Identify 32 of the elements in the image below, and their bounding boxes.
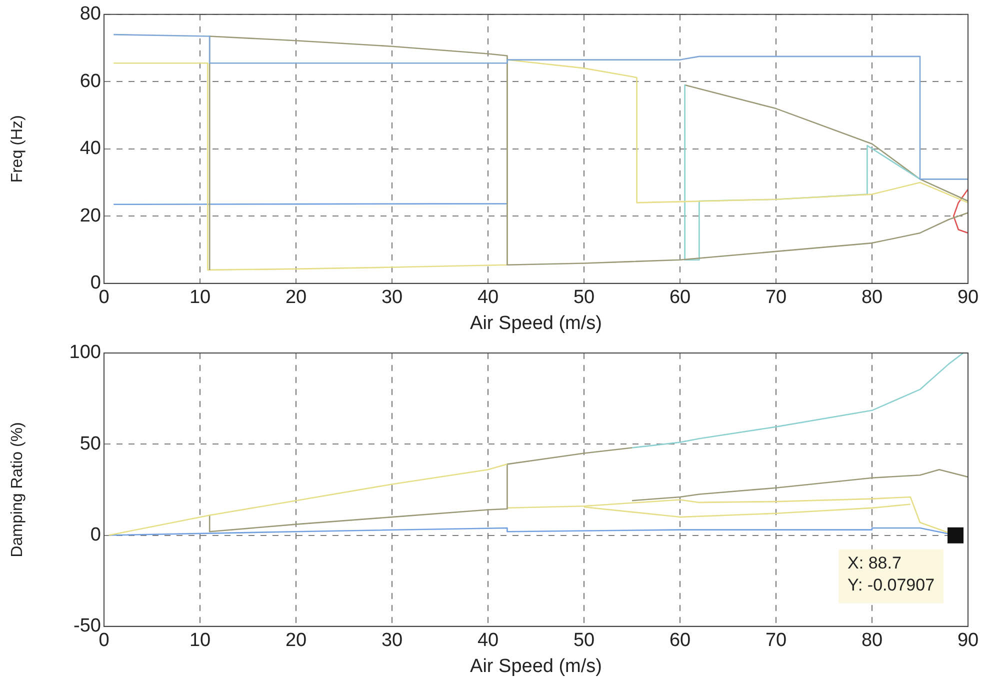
x-tick-label: 30 [381, 630, 403, 652]
y-tick-label: 50 [80, 433, 101, 454]
x-tick-label: 10 [189, 287, 211, 308]
x-tick-label: 30 [381, 287, 403, 308]
x-axis-title: Air Speed (m/s) [470, 312, 602, 334]
annotation: X: 88.7 Y: -0.07907 [848, 554, 935, 595]
y-tick-label: 60 [80, 70, 101, 92]
y-axis-title: Damping Ratio (%) [9, 422, 26, 558]
y-tick-label: -50 [74, 616, 101, 637]
x-tick-label: 20 [285, 287, 307, 308]
x-tick-label: 90 [957, 287, 979, 308]
y-tick-label: 0 [90, 272, 101, 294]
x-tick-label: 60 [669, 630, 691, 652]
x-tick-label: 50 [573, 630, 595, 652]
x-tick-label: 60 [669, 287, 691, 308]
x-tick-label: 10 [189, 630, 211, 652]
y-axis-title: Freq (Hz) [9, 115, 26, 183]
x-tick-label: 20 [285, 630, 307, 652]
x-tick-label: 70 [765, 630, 787, 652]
x-tick-label: 80 [861, 630, 883, 652]
x-axis-title: Air Speed (m/s) [470, 656, 602, 677]
x-tick-label: 80 [861, 287, 883, 308]
x-tick-label: 40 [477, 287, 499, 308]
y-tick-label: 0 [90, 524, 101, 546]
y-tick-label: 20 [80, 205, 101, 226]
y-tick-label: 80 [80, 4, 101, 25]
x-tick-label: 70 [765, 287, 787, 308]
x-tick-label: 90 [957, 630, 979, 652]
x-tick-label: 40 [477, 630, 499, 652]
y-tick-label: 40 [80, 138, 101, 160]
x-tick-label: 50 [573, 287, 595, 308]
y-tick-label: 100 [69, 342, 101, 364]
